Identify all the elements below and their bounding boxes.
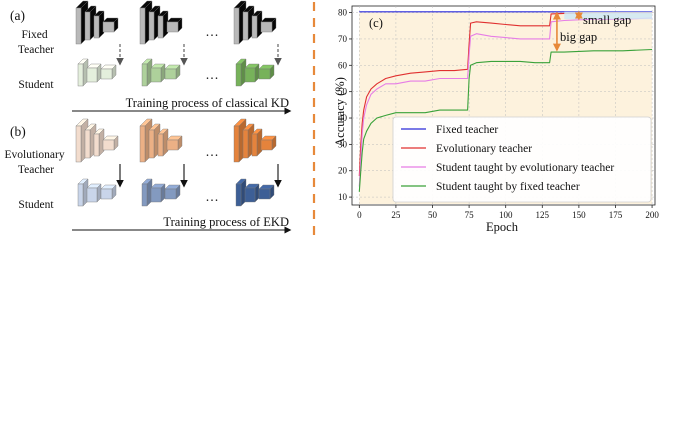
ellipsis-teacher-a: ··· (205, 28, 219, 43)
evolutionary-teacher-label-line1: Evolutionary (5, 149, 65, 161)
ellipsis-teacher-b: ··· (205, 148, 219, 163)
x-tick-label: 100 (499, 210, 513, 220)
chart-series (358, 11, 653, 192)
fixed-teacher-label: Fixed Teacher (18, 29, 54, 56)
x-tick-label: 175 (609, 210, 623, 220)
evolutionary-teacher-label: Evolutionary Teacher (5, 149, 68, 176)
student-network (141, 178, 181, 207)
legend-label: Evolutionary teacher (436, 143, 532, 155)
caption-b: Training process of EKD (163, 215, 289, 229)
evolutionary-teacher-networks (75, 118, 277, 163)
series-line-student-taught-by-evolutionary-teacher (358, 17, 653, 187)
x-tick-label: 150 (572, 210, 586, 220)
fixed-teacher-networks (75, 0, 277, 45)
y-tick-label: 70 (338, 34, 348, 44)
small-gap-highlight (564, 11, 653, 20)
x-tick-label: 125 (536, 210, 550, 220)
student-network (235, 178, 275, 207)
y-tick-label: 40 (338, 113, 348, 123)
chart-legend: Fixed teacher Evolutionary teacher Student… (392, 116, 652, 203)
classical-kd-student-networks (77, 58, 275, 87)
evolutionary-teacher-network (233, 118, 277, 163)
x-tick-label: 25 (391, 210, 401, 220)
fixed-teacher-label-line2: Teacher (18, 44, 54, 56)
plot-area (351, 5, 656, 206)
fixed-teacher-network (75, 0, 119, 45)
x-tick-label: 200 (645, 210, 659, 220)
gap-annotations: small gap big gap (552, 10, 653, 52)
panel-c-tag: (c) (369, 16, 383, 30)
y-tick-label: 80 (338, 8, 348, 18)
distillation-arrows-a (116, 44, 282, 66)
y-tick-label: 50 (338, 87, 348, 97)
y-tick-label: 60 (338, 60, 348, 70)
big-gap-label: big gap (560, 30, 597, 44)
fixed-teacher-network (233, 0, 277, 45)
panel-b-ekd: (b) Evolutionary Teacher Student ··· ···… (5, 118, 292, 234)
y-axis-label: Accuracy (%) (333, 77, 347, 147)
accuracy-chart: 0 25 50 75 100 125 150 175 200 10 20 30 40 50 60 70 80 (… (333, 5, 659, 234)
caption-a: Training process of classical KD (126, 96, 289, 110)
series-line-evolutionary-teacher (358, 12, 653, 177)
legend-box (392, 116, 652, 203)
student-network (141, 58, 181, 87)
student-network (77, 178, 117, 207)
panel-a-classical-kd: (a) Fixed Teacher Student ··· ··· Traini… (10, 0, 292, 115)
small-gap-label: small gap (583, 13, 631, 27)
x-tick-label: 0 (357, 210, 362, 220)
ellipsis-student-b: ··· (205, 193, 219, 208)
panel-b-tag: (b) (10, 124, 26, 139)
student-label-b: Student (18, 199, 54, 211)
student-network (77, 58, 117, 87)
student-network (235, 58, 275, 87)
student-label-a: Student (18, 79, 54, 91)
fixed-teacher-label-line1: Fixed (21, 29, 47, 41)
x-tick-label: 50 (428, 210, 438, 220)
y-tick-label: 30 (338, 139, 348, 149)
evolutionary-teacher-network (75, 118, 119, 163)
y-tick-label: 10 (338, 192, 348, 202)
legend-label: Student taught by evolutionary teacher (436, 162, 614, 174)
ekd-student-networks (77, 178, 275, 207)
fixed-teacher-network (139, 0, 183, 45)
panel-a-tag: (a) (10, 8, 25, 23)
legend-label: Fixed teacher (436, 124, 498, 136)
ellipsis-student-a: ··· (205, 71, 219, 86)
legend-label: Student taught by fixed teacher (436, 181, 580, 193)
chart-ticks: 0 25 50 75 100 125 150 175 200 10 20 30 40 50 60 70 80 (338, 8, 659, 220)
y-tick-label: 20 (338, 166, 348, 176)
series-line-student-taught-by-fixed-teacher (358, 48, 653, 192)
evolutionary-teacher-network (139, 118, 183, 163)
distillation-arrows-b (116, 164, 282, 188)
x-tick-label: 75 (465, 210, 475, 220)
x-axis-label: Epoch (486, 220, 519, 234)
evolutionary-teacher-label-line2: Teacher (18, 164, 54, 176)
